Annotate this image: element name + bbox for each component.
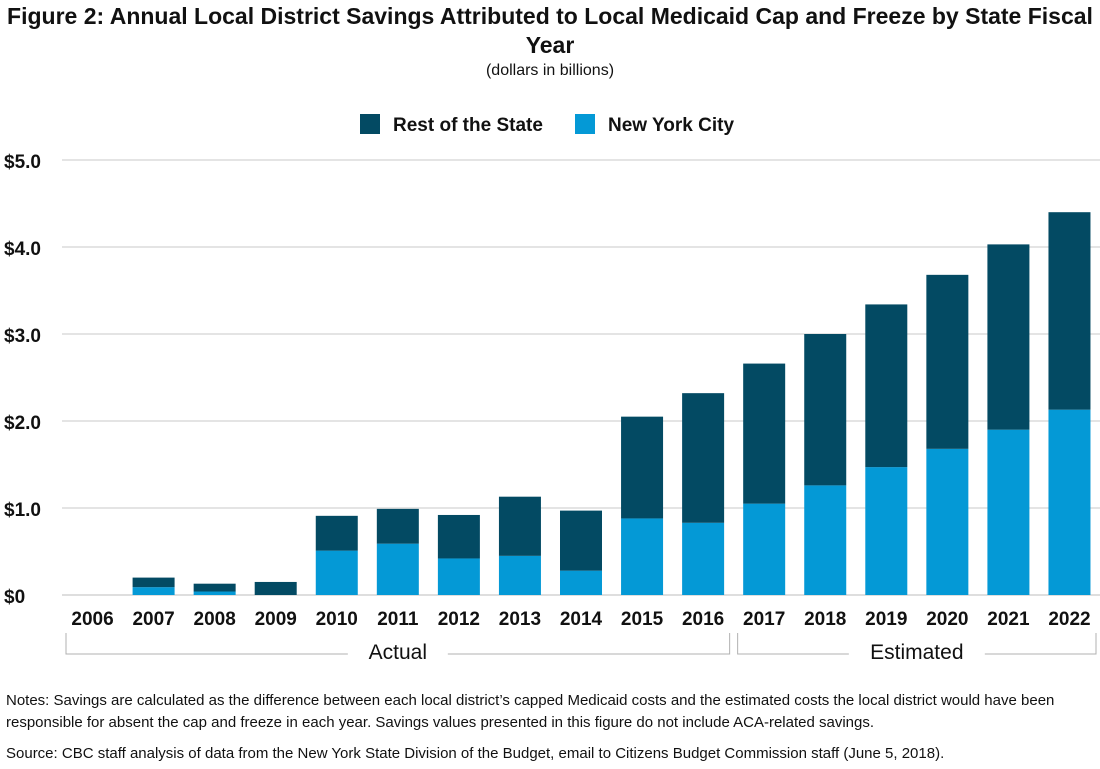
bar-rest-of-state	[498, 496, 541, 556]
bar-new-york-city	[987, 429, 1030, 595]
bar-rest-of-state	[621, 416, 664, 519]
bar-rest-of-state	[132, 577, 175, 588]
legend-label: Rest of the State	[393, 115, 543, 136]
y-tick-label: $4.0	[4, 239, 41, 260]
bar-rest-of-state	[376, 508, 419, 544]
x-tick-label: 2012	[438, 609, 480, 630]
group-bracket	[984, 633, 1097, 655]
x-tick-label: 2013	[499, 609, 541, 630]
x-tick-label: 2007	[132, 609, 174, 630]
x-tick-label: 2019	[865, 609, 907, 630]
y-tick-label: $0	[4, 587, 25, 608]
bar-rest-of-state	[193, 583, 236, 592]
legend-label: New York City	[608, 115, 734, 136]
bar-new-york-city	[498, 555, 541, 595]
bar-new-york-city	[376, 543, 419, 595]
bar-rest-of-state	[254, 581, 297, 595]
bar-rest-of-state	[926, 274, 969, 449]
x-tick-label: 2006	[71, 609, 113, 630]
legend-swatch	[575, 114, 595, 134]
bar-new-york-city	[1048, 409, 1091, 595]
bar-new-york-city	[926, 448, 969, 595]
y-tick-label: $3.0	[4, 326, 41, 347]
x-tick-label: 2009	[255, 609, 297, 630]
x-tick-label: 2021	[987, 609, 1030, 630]
group-label: Actual	[369, 641, 427, 664]
bar-new-york-city	[621, 518, 664, 595]
bar-new-york-city	[315, 550, 358, 595]
chart-notes: Notes: Savings are calculated as the dif…	[6, 692, 1055, 731]
x-tick-label: 2014	[560, 609, 603, 630]
bar-new-york-city	[132, 587, 175, 595]
bar-rest-of-state	[804, 334, 847, 486]
x-tick-label: 2020	[926, 609, 968, 630]
group-bracket	[737, 633, 849, 655]
stacked-bar-chart: $0 $1.0 $2.0 $3.0 $4.0 $5.0 Rest of the State N…	[4, 114, 1100, 664]
chart-source: Source: CBC staff analysis of data from …	[6, 745, 945, 762]
group-bracket	[447, 633, 731, 655]
group-label: Estimated	[870, 641, 963, 664]
bar-new-york-city	[560, 570, 602, 595]
x-tick-label: 2011	[377, 609, 419, 630]
x-tick-label: 2018	[804, 609, 846, 630]
bar-rest-of-state	[682, 393, 725, 523]
y-tick-label: $5.0	[4, 152, 41, 173]
x-tick-label: 2015	[621, 609, 664, 630]
chart-title: Figure 2: Annual Local District Savings …	[7, 3, 1093, 58]
bar-rest-of-state	[437, 514, 480, 559]
bar-new-york-city	[437, 558, 480, 595]
bar-new-york-city	[865, 467, 908, 595]
bar-rest-of-state	[987, 244, 1030, 430]
x-tick-label: 2022	[1048, 609, 1090, 630]
bar-rest-of-state	[560, 510, 602, 571]
bar-new-york-city	[804, 485, 847, 595]
bar-rest-of-state	[1048, 212, 1091, 410]
bar-rest-of-state	[743, 363, 786, 504]
x-tick-label: 2016	[682, 609, 724, 630]
bar-new-york-city	[743, 503, 786, 595]
x-tick-label: 2017	[743, 609, 785, 630]
x-tick-label: 2008	[194, 609, 236, 630]
chart-subtitle: (dollars in billions)	[485, 62, 615, 79]
bar-rest-of-state	[315, 515, 358, 551]
bar-rest-of-state	[865, 304, 908, 468]
legend-swatch	[360, 114, 380, 134]
group-bracket	[65, 633, 348, 655]
y-tick-label: $1.0	[4, 500, 41, 521]
x-tick-label: 2010	[316, 609, 358, 630]
bar-new-york-city	[682, 522, 725, 595]
y-tick-label: $2.0	[4, 413, 41, 434]
bar-new-york-city	[193, 591, 236, 595]
